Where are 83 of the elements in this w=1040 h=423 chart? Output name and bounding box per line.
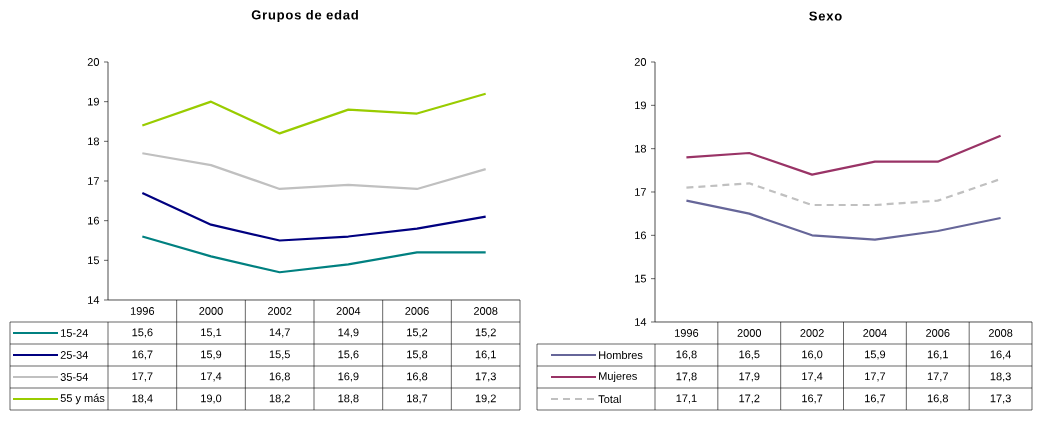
data-label: 16,0 [802, 350, 823, 360]
data-label: 15,6 [338, 350, 359, 360]
data-label: 17,9 [739, 372, 760, 382]
legend-label: 15-24 [61, 329, 89, 337]
line-series [141, 235, 487, 274]
data-label: 16,8 [676, 350, 697, 360]
x-tick-label: 2004 [336, 307, 361, 315]
data-label: 16,1 [927, 350, 948, 360]
data-label: 17,7 [865, 372, 886, 382]
data-label: 18,4 [132, 394, 153, 404]
data-label: 15,8 [407, 350, 428, 360]
data-label: 18,3 [990, 372, 1011, 382]
data-label: 17,2 [739, 394, 760, 404]
x-tick-label: 2000 [737, 329, 762, 337]
data-label: 15,1 [201, 328, 222, 338]
data-label: 16,8 [407, 372, 428, 382]
data-label: 15,5 [269, 350, 290, 360]
x-tick-label: 2002 [800, 329, 824, 337]
x-tick-label: 2004 [863, 329, 887, 337]
legend-label: Total [598, 394, 621, 404]
data-label: 17,7 [927, 372, 948, 382]
data-label: 16,7 [802, 394, 823, 404]
data-label: 17,7 [132, 372, 153, 382]
chart-title: Grupos de edad [251, 9, 358, 23]
y-tick-label: 15 [88, 256, 100, 265]
data-label: 18,2 [269, 394, 290, 404]
data-label: 16,9 [338, 372, 359, 382]
line-series [141, 152, 487, 191]
y-tick-label: 18 [635, 144, 647, 153]
data-label: 15,2 [475, 328, 496, 338]
data-label: 16,7 [132, 350, 153, 360]
line-series [685, 199, 1002, 241]
y-tick-label: 16 [88, 216, 99, 225]
data-label: 16,1 [475, 350, 496, 360]
data-label: 15,9 [201, 350, 222, 360]
line-series [685, 134, 1002, 176]
legend-label: 35-54 [60, 373, 89, 381]
data-label: 14,7 [269, 328, 290, 338]
data-label: 18,8 [338, 394, 359, 404]
x-tick-label: 2002 [267, 307, 292, 315]
data-label: 16,8 [927, 394, 948, 404]
y-tick-label: 19 [635, 101, 646, 110]
data-label: 16,4 [990, 350, 1011, 360]
line-series [141, 92, 487, 135]
x-tick-label: 2006 [926, 329, 950, 337]
legend-label: 55 y más [60, 393, 105, 405]
data-label: 16,5 [739, 350, 760, 360]
data-label: 16,8 [269, 372, 290, 382]
data-label: 17,4 [802, 372, 823, 382]
chart-title: Sexo [809, 11, 842, 21]
data-label: 15,9 [865, 350, 886, 360]
legend-label: Mujeres [599, 371, 637, 383]
y-tick-label: 17 [635, 188, 646, 196]
y-tick-label: 14 [635, 318, 647, 326]
data-label: 17,1 [676, 394, 697, 404]
data-label: 19,2 [475, 394, 496, 404]
line-series [141, 191, 487, 242]
y-tick-label: 20 [634, 58, 647, 66]
legend-label: 25-34 [60, 351, 89, 359]
data-label: 15,2 [407, 328, 428, 338]
x-tick-label: 1996 [130, 307, 155, 315]
data-label: 15,6 [132, 328, 153, 338]
data-label: 18,7 [407, 394, 428, 404]
x-tick-label: 2008 [473, 307, 498, 315]
data-label: 17,4 [201, 372, 222, 382]
y-tick-label: 18 [88, 137, 99, 146]
y-tick-label: 15 [635, 274, 647, 283]
y-tick-label: 20 [87, 58, 100, 66]
data-label: 16,7 [865, 394, 886, 404]
data-label: 17,3 [475, 372, 496, 382]
x-tick-label: 2006 [405, 307, 429, 315]
y-tick-label: 17 [88, 177, 99, 185]
legend-label: Hombres [599, 350, 643, 360]
y-tick-label: 16 [635, 231, 647, 240]
data-label: 17,8 [676, 372, 697, 382]
x-tick-label: 2008 [988, 329, 1013, 337]
y-tick-label: 14 [88, 296, 100, 304]
data-label: 14,9 [338, 328, 359, 338]
data-label: 17,3 [990, 394, 1011, 404]
x-tick-label: 2000 [199, 307, 223, 315]
y-tick-label: 19 [88, 97, 99, 106]
x-tick-label: 1996 [675, 329, 699, 337]
data-label: 19,0 [201, 394, 222, 404]
